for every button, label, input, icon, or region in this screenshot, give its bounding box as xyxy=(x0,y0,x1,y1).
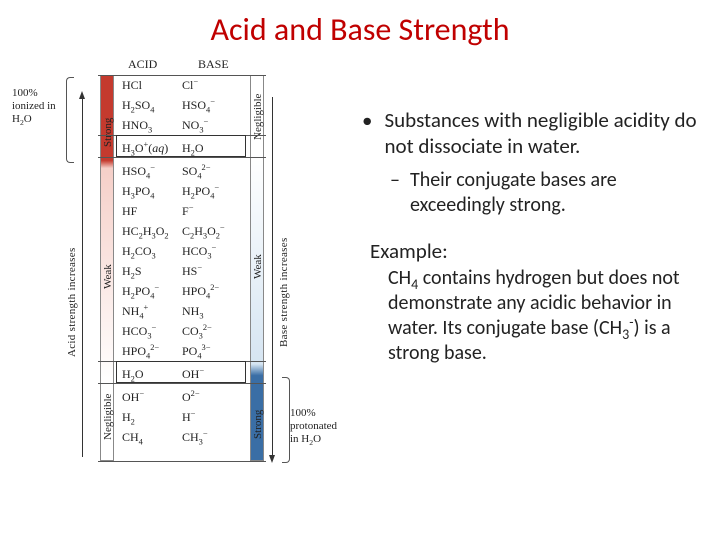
chem-row: NH4+NH3 xyxy=(122,305,234,317)
base-formula: H− xyxy=(182,411,234,423)
protonated-note: 100% protonated in H2O xyxy=(290,407,344,447)
acid-formula: H2S xyxy=(122,265,182,277)
chem-row: H2CO3HCO3− xyxy=(122,245,234,257)
sub-bullet-text: Their conjugate bases are exceedingly st… xyxy=(410,168,710,218)
acid-formula: OH− xyxy=(122,391,182,403)
base-formula: PO43− xyxy=(182,345,234,357)
base-formula: C2H3O2− xyxy=(182,225,234,237)
divider-line xyxy=(98,461,266,462)
chem-row: H3PO4H2PO4− xyxy=(122,185,234,197)
highlight-box xyxy=(116,135,246,157)
base-weak-label: Weak xyxy=(252,217,264,317)
bullet-dot-icon: • xyxy=(358,107,384,160)
slide-title: Acid and Base Strength xyxy=(0,0,720,57)
acid-formula: HF xyxy=(122,205,182,217)
base-strong-label: Strong xyxy=(252,397,264,451)
base-formula: HSO4− xyxy=(182,99,234,111)
acid-formula: HSO4− xyxy=(122,165,182,177)
figure-column: ACID BASE Strong Weak Negligible Negligi… xyxy=(10,57,350,487)
chem-row: OH−O2− xyxy=(122,391,234,403)
bullet-dash-icon: – xyxy=(390,168,410,218)
acid-negligible-label: Negligible xyxy=(102,387,114,447)
example-body: CH4 contains hydrogen but does not demon… xyxy=(388,266,710,366)
acid-formula: HPO42− xyxy=(122,345,182,357)
chem-row: CH4CH3− xyxy=(122,431,234,443)
base-formula: H2PO4− xyxy=(182,185,234,197)
main-bullet: • Substances with negligible acidity do … xyxy=(358,107,710,160)
base-formula: CH3− xyxy=(182,431,234,443)
acid-formula: HNO3 xyxy=(122,119,182,131)
main-bullet-text: Substances with negligible acidity do no… xyxy=(384,107,710,160)
sub-bullet: – Their conjugate bases are exceedingly … xyxy=(390,168,710,218)
chem-row: HC2H3O2C2H3O2− xyxy=(122,225,234,237)
acid-formula: NH4+ xyxy=(122,305,182,317)
base-formula: HS− xyxy=(182,265,234,277)
base-arrow-label: Base strength increases xyxy=(278,167,290,347)
acid-base-chart: ACID BASE Strong Weak Negligible Negligi… xyxy=(10,57,340,487)
chem-row: H2H− xyxy=(122,411,234,423)
right-brace xyxy=(282,377,290,463)
acid-weak-label: Weak xyxy=(102,227,114,327)
acid-formula: HC2H3O2 xyxy=(122,225,182,237)
acid-formula: HCl xyxy=(122,79,182,91)
acid-formula: CH4 xyxy=(122,431,182,443)
chem-row: HPO42−PO43− xyxy=(122,345,234,357)
base-formula: O2− xyxy=(182,391,234,403)
ionized-note: 100% ionized in H2O xyxy=(12,87,72,127)
divider-line xyxy=(98,383,266,384)
base-negligible-label: Negligible xyxy=(252,87,264,147)
chem-row: HClCl− xyxy=(122,79,234,91)
text-column: • Substances with negligible acidity do … xyxy=(350,57,710,487)
acid-arrow-label: Acid strength increases xyxy=(66,177,78,357)
acid-formula: HCO3− xyxy=(122,325,182,337)
chem-row: HSO4−SO42− xyxy=(122,165,234,177)
base-formula: CO32− xyxy=(182,325,234,337)
acid-formula: H2SO4 xyxy=(122,99,182,111)
base-formula: NO3− xyxy=(182,119,234,131)
example-header: Example: xyxy=(370,238,710,264)
divider-line xyxy=(98,75,266,76)
acid-formula: H2CO3 xyxy=(122,245,182,257)
chem-row: H2PO4−HPO42− xyxy=(122,285,234,297)
acid-formula: H2 xyxy=(122,411,182,423)
acid-formula: H2PO4− xyxy=(122,285,182,297)
highlight-box xyxy=(116,361,246,383)
chem-row: H2SO4HSO4− xyxy=(122,99,234,111)
chem-row: HCO3−CO32− xyxy=(122,325,234,337)
chem-row: HFF− xyxy=(122,205,234,217)
acid-arrow xyxy=(82,97,83,457)
base-formula: F− xyxy=(182,205,234,217)
chem-row: HNO3NO3− xyxy=(122,119,234,131)
slide-content: ACID BASE Strong Weak Negligible Negligi… xyxy=(0,57,720,487)
base-formula: NH3 xyxy=(182,305,234,317)
divider-line xyxy=(98,157,266,158)
base-formula: HPO42− xyxy=(182,285,234,297)
acid-header: ACID xyxy=(128,57,157,72)
base-arrow xyxy=(272,97,273,457)
base-formula: SO42− xyxy=(182,165,234,177)
acid-formula: H3PO4 xyxy=(122,185,182,197)
base-header: BASE xyxy=(198,57,229,72)
base-formula: Cl− xyxy=(182,79,234,91)
chem-row: H2SHS− xyxy=(122,265,234,277)
base-formula: HCO3− xyxy=(182,245,234,257)
